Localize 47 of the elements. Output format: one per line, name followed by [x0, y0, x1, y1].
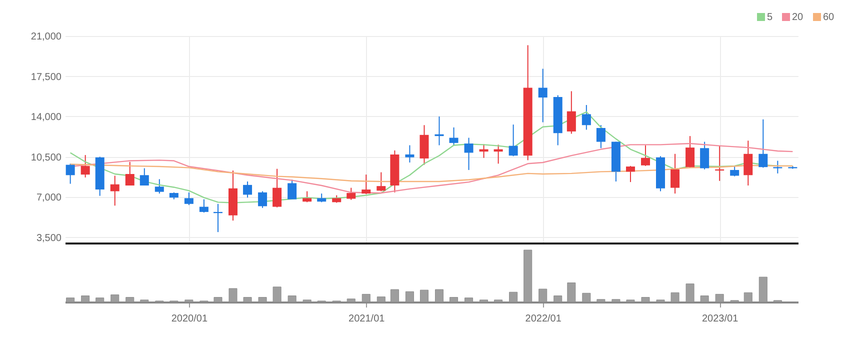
y-tick-label: 7,000 — [36, 192, 62, 204]
candlestick — [449, 126, 458, 146]
x-tick-label: 2022/01 — [525, 314, 562, 324]
candlestick — [405, 144, 414, 163]
candlestick — [640, 144, 650, 166]
legend-label: 5 — [767, 12, 773, 23]
candlestick — [464, 137, 474, 170]
candlestick — [258, 190, 268, 208]
candlestick — [670, 153, 680, 194]
candlestick — [243, 180, 252, 198]
candlestick — [744, 140, 753, 186]
candlestick — [140, 168, 149, 186]
candlestick — [125, 161, 134, 186]
x-tick-label: 2023/01 — [702, 314, 739, 324]
candlestick — [773, 160, 782, 174]
legend-label: 20 — [792, 12, 804, 23]
x-tick-label: 2020/01 — [171, 314, 208, 324]
candlestick — [362, 174, 371, 195]
candlestick — [508, 124, 518, 157]
candlestick — [272, 168, 282, 208]
y-tick-label: 14,000 — [30, 112, 62, 123]
candlestick — [582, 104, 591, 130]
candlestick — [199, 198, 208, 214]
candlestick — [302, 190, 312, 203]
candlestick — [730, 165, 740, 177]
y-tick-label: 17,500 — [30, 72, 62, 83]
candlestick — [80, 154, 90, 178]
candlestick — [420, 124, 429, 166]
legend-label: 60 — [823, 12, 835, 23]
candlestick — [66, 163, 75, 184]
candlestick — [596, 124, 606, 149]
candlestick — [686, 136, 695, 168]
candlestick — [154, 178, 164, 194]
y-tick-label: 10,500 — [30, 152, 62, 164]
candlestick — [626, 165, 635, 183]
candlestick — [538, 68, 548, 123]
candlestick — [376, 172, 386, 192]
candlestick — [566, 90, 576, 134]
candlestick — [346, 187, 356, 200]
y-tick-label: 21,000 — [30, 32, 62, 42]
candlestick — [110, 175, 120, 206]
candlestick — [758, 118, 768, 168]
candlestick — [288, 179, 297, 200]
candlestick — [700, 141, 710, 170]
candlestick — [184, 192, 194, 206]
y-tick-label: 3,500 — [36, 232, 62, 244]
x-tick-label: 2021/01 — [348, 314, 386, 324]
